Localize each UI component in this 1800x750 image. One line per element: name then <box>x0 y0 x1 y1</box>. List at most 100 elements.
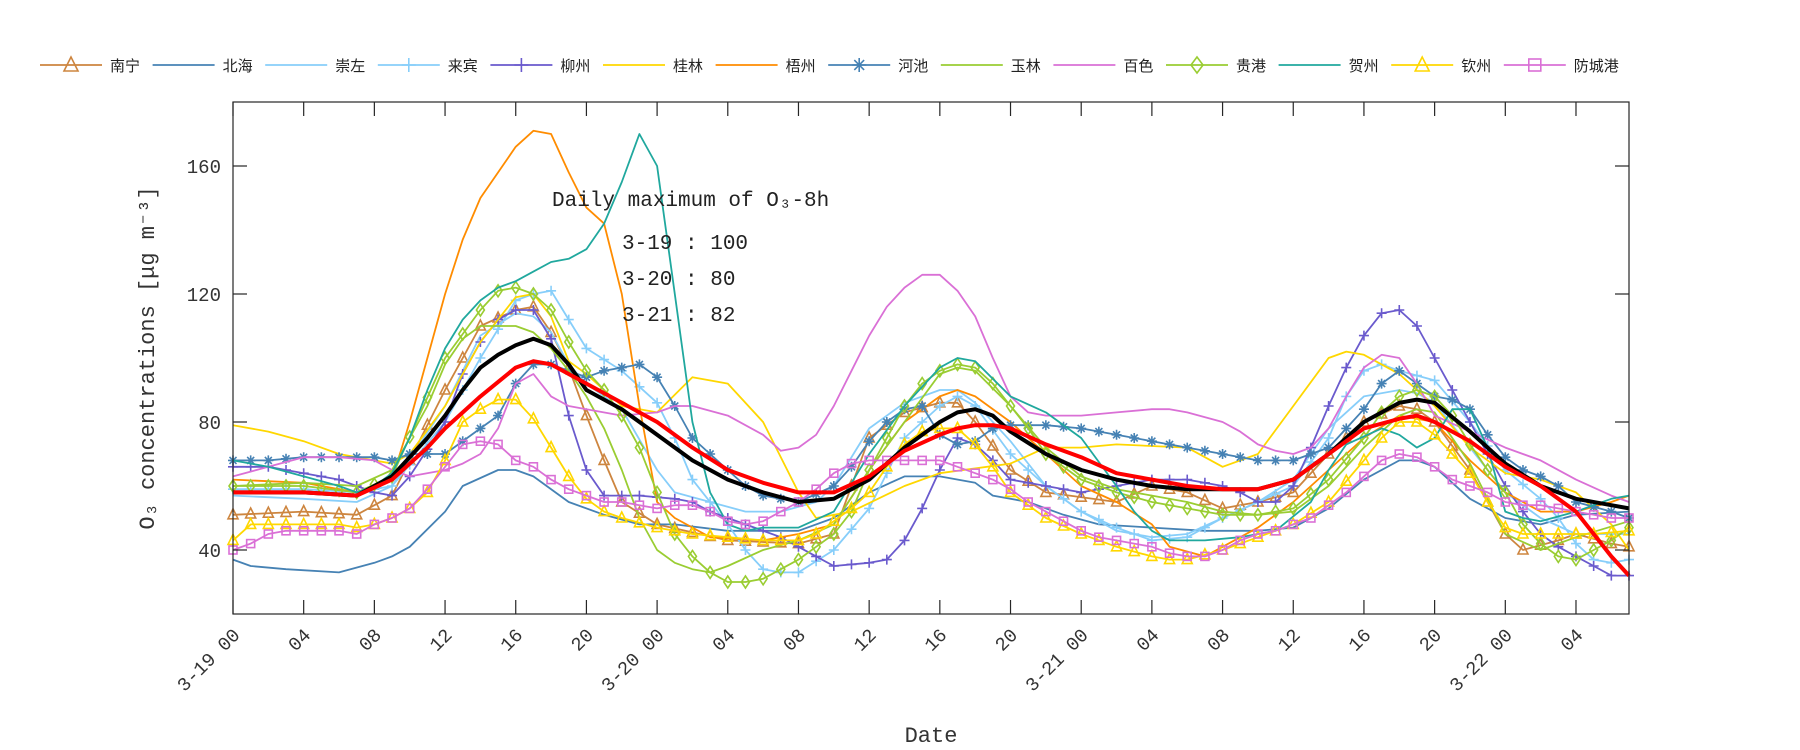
data-point-marker <box>1023 477 1034 488</box>
data-point-marker <box>1410 401 1424 415</box>
data-point-marker <box>387 490 398 501</box>
data-point-marker <box>1235 535 1246 546</box>
data-point-marker <box>1005 474 1016 485</box>
data-point-marker <box>1129 433 1140 443</box>
data-point-marker <box>1528 58 1542 72</box>
data-point-marker <box>404 449 415 459</box>
y-tick-label: 120 <box>187 285 221 307</box>
data-point-marker <box>1180 484 1194 498</box>
plot-frame <box>232 101 1630 615</box>
data-point-marker <box>1288 481 1299 491</box>
data-point-marker <box>650 519 664 533</box>
data-point-marker <box>599 365 610 376</box>
data-point-marker <box>1164 548 1175 559</box>
data-point-marker <box>1394 305 1405 315</box>
data-point-marker <box>1005 484 1016 495</box>
data-point-marker <box>1571 552 1581 568</box>
data-point-marker <box>1305 449 1316 459</box>
data-point-marker <box>1571 506 1581 517</box>
data-point-marker <box>952 356 963 372</box>
data-point-marker <box>881 430 892 446</box>
legend-item: 玉林 <box>940 57 1041 75</box>
data-point-marker <box>669 500 680 511</box>
data-point-marker <box>634 359 645 370</box>
series-station-11 <box>232 133 1630 542</box>
data-point-marker <box>1147 541 1157 552</box>
legend-item: 柳州 <box>490 57 590 75</box>
x-tick-label: 08 <box>1203 625 1235 657</box>
x-tick-label: 12 <box>426 625 458 657</box>
data-point-marker <box>1481 494 1494 507</box>
daily-max-annotation: Daily maximum of O₃-8h 3-19 : 100 3-20 :… <box>552 190 829 328</box>
data-point-marker <box>793 567 804 578</box>
data-point-marker <box>514 58 529 72</box>
data-point-marker <box>1127 543 1141 557</box>
data-point-marker <box>864 436 875 447</box>
data-point-marker <box>703 527 717 541</box>
data-point-marker <box>1146 535 1157 546</box>
series-line <box>232 459 1630 574</box>
data-point-marker <box>599 382 610 398</box>
data-point-marker <box>1323 472 1334 488</box>
data-point-marker <box>528 305 539 315</box>
series-station-1 <box>232 459 1630 574</box>
data-point-marker <box>1429 461 1440 472</box>
annotation-line-3-19: 3-19 : 100 <box>622 233 748 256</box>
data-point-marker <box>739 531 752 544</box>
data-point-marker <box>846 458 857 469</box>
data-point-marker <box>668 523 682 536</box>
data-point-marker <box>1146 436 1157 447</box>
x-tick-label: 04 <box>1132 625 1164 657</box>
data-point-marker <box>351 529 362 539</box>
data-point-marker <box>935 455 945 466</box>
data-point-marker <box>846 524 857 535</box>
data-point-marker <box>528 461 539 472</box>
data-point-marker <box>1534 526 1547 539</box>
legend-label: 河池 <box>898 57 928 75</box>
data-point-marker <box>1500 452 1511 463</box>
data-point-marker <box>633 515 646 528</box>
data-point-marker <box>1058 493 1069 504</box>
data-point-marker <box>599 490 610 501</box>
legend-item: 河池 <box>828 57 928 75</box>
data-point-marker <box>917 376 928 392</box>
data-point-marker <box>968 436 982 450</box>
data-point-marker <box>652 372 663 383</box>
data-point-marker <box>1376 378 1387 389</box>
data-point-marker <box>1357 452 1371 466</box>
data-point-marker <box>1023 420 1034 431</box>
data-point-marker <box>934 401 945 411</box>
legend: 南宁 北海 崇左 来宾 柳州 桂林 梧州 河池 玉林 百色 贵港 贺州 钦州 防城港 <box>40 55 1619 75</box>
data-point-marker <box>1517 479 1528 490</box>
data-point-marker <box>281 453 292 464</box>
data-point-marker <box>440 461 450 472</box>
data-point-marker <box>546 302 557 318</box>
data-point-marker <box>474 401 487 415</box>
series-station-9 <box>232 273 1630 503</box>
data-point-marker <box>1482 487 1493 498</box>
x-tick-label: 04 <box>1557 625 1589 657</box>
data-point-marker <box>1606 532 1617 548</box>
data-point-marker <box>970 360 981 376</box>
series-line <box>232 325 1630 574</box>
data-point-marker <box>1376 308 1387 319</box>
data-point-marker <box>827 513 841 527</box>
legend-label: 柳州 <box>560 57 590 75</box>
legend-label: 贺州 <box>1349 57 1379 75</box>
data-point-marker <box>1005 449 1016 459</box>
data-point-marker <box>1182 474 1193 485</box>
data-point-marker <box>527 411 540 424</box>
data-point-marker <box>1411 321 1422 331</box>
data-point-marker <box>1359 471 1369 482</box>
data-point-marker <box>1394 365 1405 376</box>
data-point-marker <box>917 503 928 514</box>
data-point-marker <box>899 535 910 546</box>
data-point-marker <box>1341 451 1352 467</box>
data-point-marker <box>1199 504 1210 520</box>
data-point-marker <box>493 410 504 421</box>
data-point-marker <box>387 513 397 523</box>
series-line <box>232 440 1629 558</box>
legend-label: 崇左 <box>335 57 365 75</box>
x-tick-label: 12 <box>850 625 882 657</box>
data-point-marker <box>297 516 310 530</box>
